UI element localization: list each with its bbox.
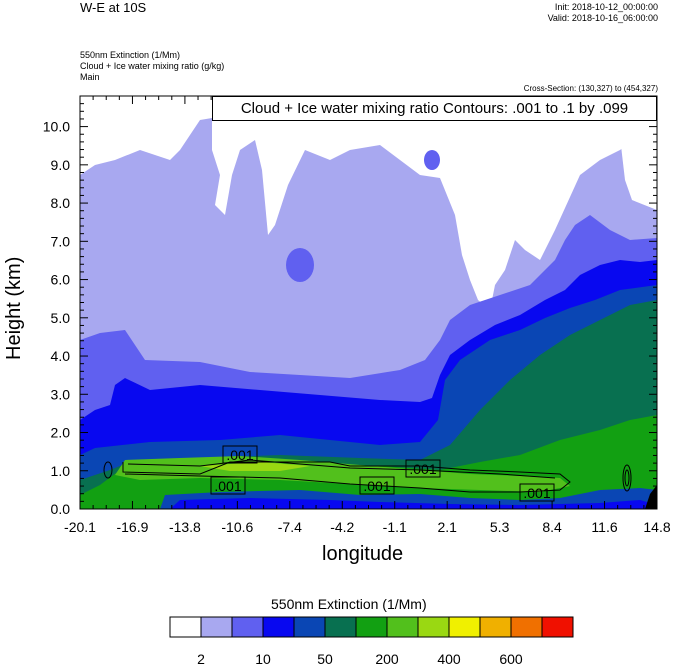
contour-label: .001 [214,478,241,494]
colorbar-label: 10 [255,651,271,667]
y-tick-label: 10.0 [43,119,70,135]
contour-label: .001 [226,447,253,463]
y-tick-label: 8.0 [51,195,71,211]
cross-section-label: Cross-Section: (130,327) to (454,327) [523,84,658,93]
fill-pocket-blue-b [170,498,657,509]
y-tick-label: 5.0 [51,310,71,326]
contour-label-box [405,459,441,478]
plot-title: W-E at 10S [80,0,147,15]
fill-band-yellowgreen [200,462,310,471]
colorbar: 2 10 50 200 400 600 [169,616,574,667]
valid-time: Valid: 2018-10-16_06:00:00 [547,13,658,23]
contour-labels: .001 .001 .001 .001 .001 [210,445,555,502]
x-tick-label: -16.9 [116,519,148,535]
domain-label: Main [80,72,100,82]
colorbar-swatch [262,616,295,638]
contour-label-box [222,445,258,464]
contour-label-box [519,483,555,502]
x-tick-label: 14.8 [643,519,670,535]
colorbar-swatch [200,616,233,638]
field-label-mixing-ratio: Cloud + Ice water mixing ratio (g/kg) [80,61,225,71]
fill-blob-10-b [424,150,440,170]
colorbar-swatch [231,616,264,638]
contour-label: .001 [363,478,390,494]
colorbar-label: 600 [499,651,523,667]
colorbar-swatch [510,616,543,638]
x-tick-label: 2.1 [437,519,457,535]
x-tick-label: 8.4 [542,519,562,535]
x-tick-label: 5.3 [490,519,510,535]
colorbar-swatch [541,616,574,638]
field-label-extinction: 550nm Extinction (1/Mm) [80,50,181,60]
init-time: Init: 2018-10-12_00:00:00 [554,2,658,12]
y-tick-label: 0.0 [51,501,71,517]
colorbar-label: 400 [437,651,461,667]
colorbar-swatch [448,616,481,638]
extinction-fill [80,96,657,509]
colorbar-swatch [479,616,512,638]
x-tick-label: -7.4 [278,519,302,535]
y-tick-label: 6.0 [51,272,71,288]
x-tick-label: -1.1 [383,519,407,535]
contour-label: .001 [523,485,550,501]
fill-blob-10-a [286,248,314,282]
contour-label-box [359,476,395,495]
colorbar-swatch [324,616,357,638]
fill-band-white-left [80,96,212,175]
colorbar-label: 50 [317,651,333,667]
colorbar-title: 550nm Extinction (1/Mm) [271,596,427,612]
fill-band-white-mid [212,118,657,310]
x-tick-label: -4.2 [330,519,354,535]
x-tick-label: -10.6 [221,519,253,535]
colorbar-swatch [417,616,450,638]
y-tick-label: 3.0 [51,386,71,402]
colorbar-label: 2 [197,651,205,667]
y-tick-label: 9.0 [51,157,71,173]
contour-label-box [210,476,246,495]
y-tick-label: 1.0 [51,463,71,479]
contour-info-box: Cloud + Ice water mixing ratio Contours:… [212,96,657,121]
x-axis-label: longitude [322,543,404,565]
x-tick-label: -13.8 [169,519,201,535]
colorbar-swatch [293,616,326,638]
fill-band-white-right [618,120,657,210]
x-tick-label: 11.6 [591,519,617,535]
y-tick-label: 2.0 [51,425,71,441]
colorbar-swatch [169,616,202,638]
y-tick-label: 7.0 [51,233,71,249]
x-tick-label: -20.1 [64,519,96,535]
y-tick-label: 4.0 [51,348,71,364]
colorbar-swatch [386,616,419,638]
y-axis: 0.0 1.0 2.0 3.0 4.0 5.0 6.0 7.0 8.0 9.0 10.0 [43,103,657,517]
terrain-black [645,485,657,509]
y-axis-label: Height (km) [3,256,25,360]
colorbar-label: 200 [375,651,399,667]
contour-label: .001 [409,461,436,477]
colorbar-swatch [355,616,388,638]
mixing-ratio-contours [103,459,632,493]
